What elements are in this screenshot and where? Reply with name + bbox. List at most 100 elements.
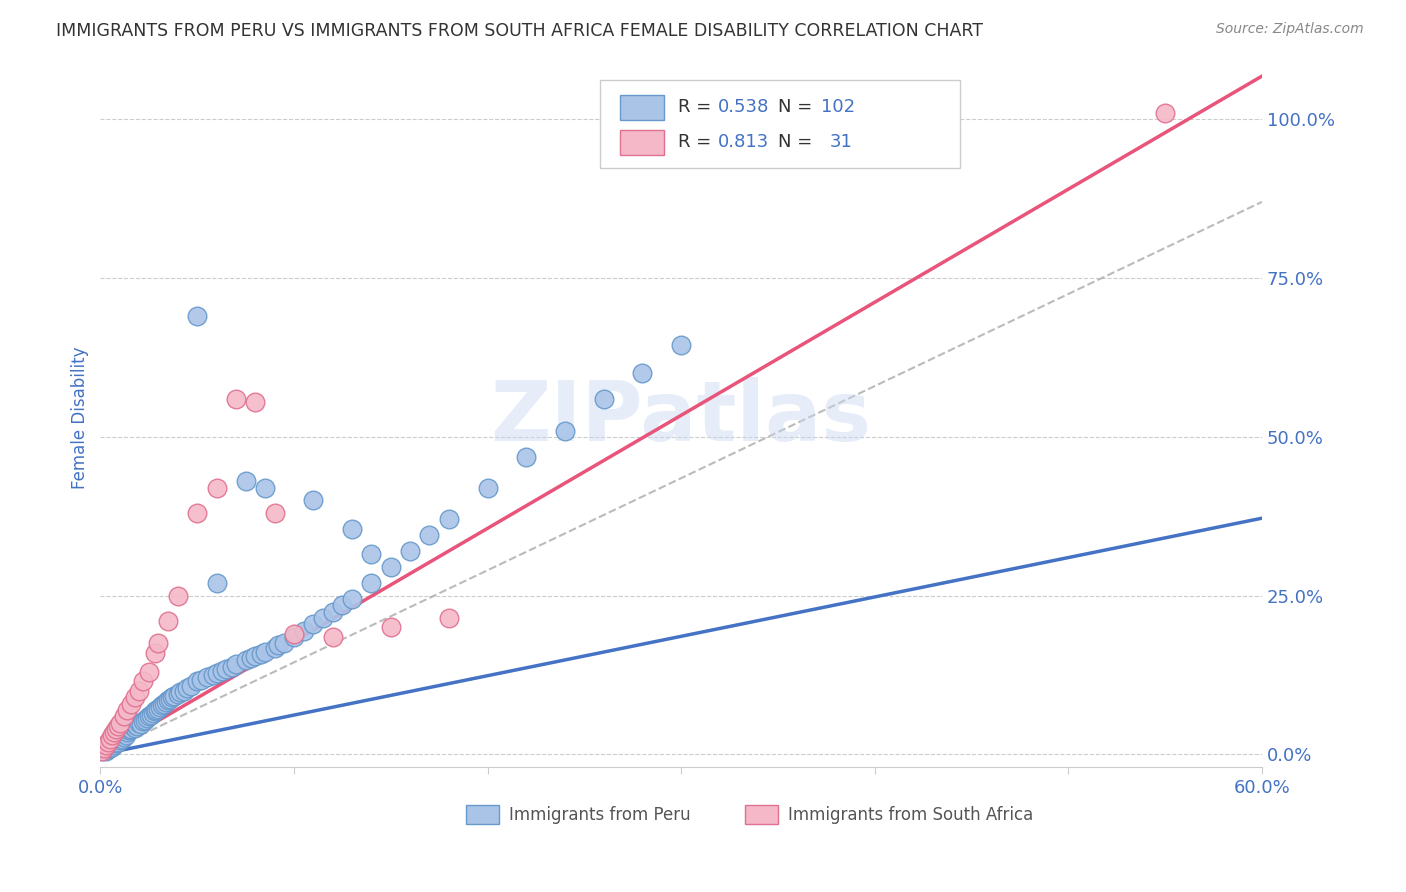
Point [166,589,188,603]
Point [117,722,139,736]
Point [477,481,499,495]
Point [118,721,141,735]
Point [360,548,382,562]
Point [267,638,290,652]
FancyBboxPatch shape [600,80,960,168]
Point [145,703,167,717]
Point [163,689,186,703]
Point [312,611,335,625]
Point [127,719,149,733]
Point [283,627,305,641]
Point [225,657,247,672]
Point [235,653,257,667]
Point [134,713,156,727]
Point [120,722,142,736]
Point [149,699,172,714]
Point [205,666,228,681]
Point [235,475,257,489]
FancyBboxPatch shape [620,95,664,120]
Point [330,598,353,612]
Text: 102: 102 [821,98,855,116]
Point [132,674,155,689]
Point [97,735,120,749]
Point [107,735,129,749]
Point [195,670,218,684]
Point [380,620,402,634]
Text: Source: ZipAtlas.com: Source: ZipAtlas.com [1216,22,1364,37]
Point [173,684,195,698]
Point [91,744,114,758]
Point [112,709,135,723]
Point [107,730,129,744]
Point [253,481,276,495]
Point [360,576,382,591]
Point [160,690,183,705]
Point [380,560,402,574]
Point [245,648,267,663]
Text: N =: N = [778,133,817,151]
FancyBboxPatch shape [467,805,499,824]
Point [139,708,162,723]
Point [159,691,181,706]
Point [240,651,263,665]
Point [97,739,120,754]
Point [138,665,160,679]
Point [103,733,125,747]
Point [104,731,127,746]
Point [225,392,247,406]
FancyBboxPatch shape [745,805,778,824]
Point [302,493,325,508]
Point [96,738,118,752]
Point [205,481,228,495]
Point [669,338,692,352]
Point [98,741,121,756]
Point [263,506,285,520]
Point [103,738,125,752]
Point [253,644,276,658]
Text: 0.813: 0.813 [718,133,769,151]
Text: R =: R = [678,98,717,116]
Text: N =: N = [778,98,817,116]
Point [97,736,120,750]
Point [148,636,170,650]
Point [292,624,315,638]
Point [554,424,576,438]
Point [322,605,344,619]
Point [211,664,233,678]
Point [98,735,121,749]
Point [157,614,180,628]
Point [155,695,177,709]
Point [302,617,325,632]
Point [135,711,157,725]
Point [138,709,160,723]
Point [98,738,121,752]
Point [108,733,131,747]
Point [190,673,212,687]
Point [205,576,228,591]
Point [437,611,460,625]
Text: Immigrants from Peru: Immigrants from Peru [509,805,690,823]
Point [96,738,118,752]
Point [176,681,198,695]
Point [186,674,208,689]
Point [150,698,173,712]
Point [263,640,285,655]
Point [129,717,152,731]
Point [245,395,267,409]
Point [142,706,165,721]
Point [111,731,134,746]
Point [117,725,139,739]
Point [101,736,124,750]
Point [148,702,170,716]
Point [96,741,118,756]
Point [283,630,305,644]
Point [132,714,155,729]
Point [592,392,614,406]
Text: 0.538: 0.538 [718,98,769,116]
Point [437,512,460,526]
Text: IMMIGRANTS FROM PERU VS IMMIGRANTS FROM SOUTH AFRICA FEMALE DISABILITY CORRELATI: IMMIGRANTS FROM PERU VS IMMIGRANTS FROM … [56,22,983,40]
Point [201,668,224,682]
Point [93,739,115,754]
Point [117,703,139,717]
Text: Immigrants from South Africa: Immigrants from South Africa [787,805,1033,823]
